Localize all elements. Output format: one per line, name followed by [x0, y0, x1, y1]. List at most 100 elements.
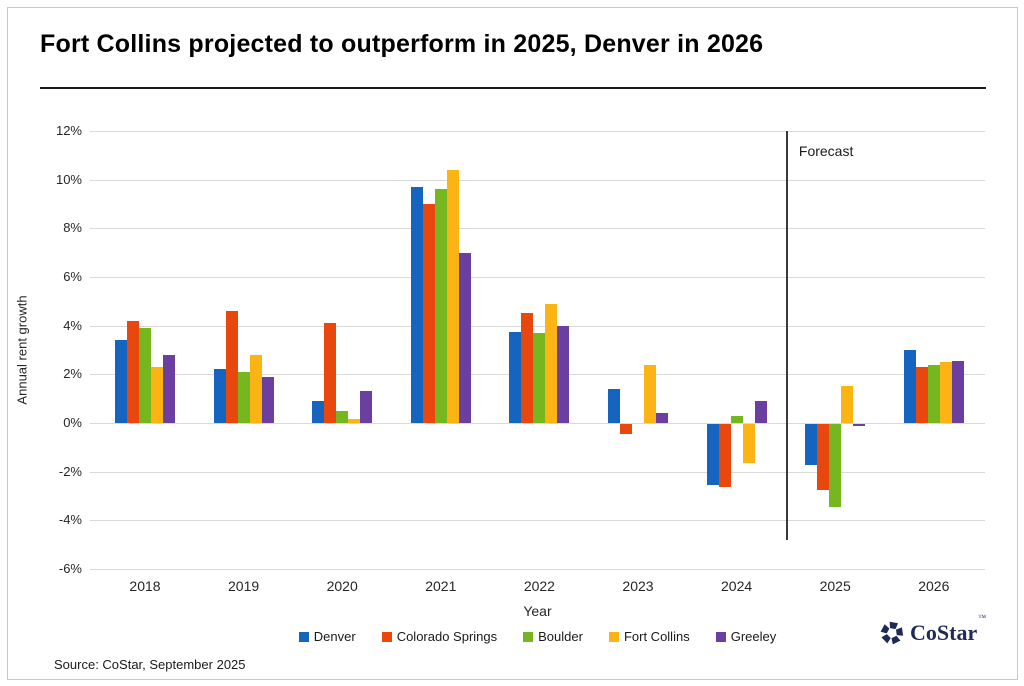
bar-denver-2022: [509, 331, 522, 423]
bar-colorado-springs-2025: [817, 424, 830, 490]
bar-denver-2026: [903, 349, 916, 423]
y-tick-label: -2%: [58, 463, 82, 479]
x-tick-label: 2020: [326, 578, 358, 594]
chart-legend: Denver Colorado Springs Boulder Fort Collin…: [90, 629, 985, 644]
bar-denver-2023: [608, 388, 620, 423]
bar-boulder-2019: [237, 371, 250, 423]
gridline: [90, 520, 985, 522]
bar-greeley-2023: [656, 413, 668, 423]
y-tick-label: 12%: [55, 122, 82, 138]
bar-fort-collins-2019: [249, 354, 262, 423]
bar-colorado-springs-2026: [915, 366, 928, 423]
y-tick-label: 0%: [63, 415, 82, 430]
gridline: [90, 179, 985, 181]
x-tick-label: 2019: [228, 578, 260, 594]
bar-fort-collins-2024: [742, 424, 755, 463]
bar-boulder-2020: [336, 410, 349, 423]
legend-swatch-icon: [715, 631, 726, 642]
x-axis-label: Year: [523, 603, 552, 619]
bar-colorado-springs-2022: [521, 313, 534, 423]
bar-boulder-2018: [139, 328, 151, 423]
bar-greeley-2025: [853, 424, 866, 427]
bar-colorado-springs-2019: [225, 310, 238, 423]
bar-greeley-2021: [458, 252, 471, 423]
bar-fort-collins-2021: [446, 169, 459, 423]
x-tick-label: 2022: [523, 578, 555, 594]
gridline: [90, 228, 985, 230]
bar-fort-collins-2023: [644, 364, 656, 423]
bar-denver-2018: [115, 340, 127, 423]
bar-colorado-springs-2023: [620, 424, 632, 434]
legend-label: Boulder: [538, 629, 583, 644]
x-tick-label: 2026: [918, 578, 950, 594]
x-tick-label: 2021: [425, 578, 457, 594]
legend-item-colorado-springs: Colorado Springs: [381, 629, 498, 644]
bar-greeley-2018: [163, 354, 175, 423]
y-tick-label: -4%: [58, 512, 82, 528]
x-tick-label: 2025: [819, 578, 851, 594]
bar-colorado-springs-2021: [422, 203, 435, 423]
bar-fort-collins-2018: [151, 366, 163, 423]
y-tick-label: 8%: [63, 220, 82, 236]
gridline: [90, 569, 985, 571]
bar-denver-2020: [312, 401, 325, 423]
bar-boulder-2025: [829, 424, 842, 507]
legend-item-fort-collins: Fort Collins: [608, 629, 690, 644]
gridline: [90, 325, 985, 327]
forecast-divider-line: [785, 130, 788, 540]
bar-denver-2019: [213, 369, 226, 423]
y-tick-label: -6%: [58, 561, 82, 577]
bar-fort-collins-2020: [348, 419, 361, 423]
y-axis-label: Annual rent growth: [14, 295, 30, 405]
bar-denver-2024: [706, 424, 719, 485]
bar-colorado-springs-2018: [127, 320, 139, 423]
page-title: Fort Collins projected to outperform in …: [40, 30, 764, 58]
costar-pinwheel-icon: [880, 621, 904, 645]
legend-item-greeley: Greeley: [715, 629, 777, 644]
bar-boulder-2021: [434, 189, 447, 423]
bar-greeley-2020: [360, 391, 373, 423]
gridline: [90, 276, 985, 278]
trademark-symbol: ™: [978, 613, 987, 622]
costar-logo: CoStar™: [880, 613, 987, 646]
x-tick-label: 2023: [622, 578, 654, 594]
bar-fort-collins-2022: [545, 303, 558, 423]
bar-boulder-2024: [730, 415, 743, 423]
bar-denver-2025: [805, 424, 818, 466]
legend-label: Fort Collins: [623, 629, 690, 644]
legend-item-boulder: Boulder: [523, 629, 583, 644]
legend-item-denver: Denver: [298, 629, 356, 644]
gridline: [90, 423, 985, 424]
legend-swatch-icon: [298, 631, 309, 642]
bar-greeley-2022: [557, 325, 570, 423]
x-tick-label: 2024: [721, 578, 753, 594]
gridline: [90, 130, 985, 132]
y-tick-label: 4%: [63, 317, 82, 333]
legend-swatch-icon: [523, 631, 534, 642]
bar-greeley-2019: [261, 376, 274, 423]
costar-logo-text: CoStar™: [910, 613, 987, 645]
legend-label: Greeley: [730, 629, 777, 644]
bar-greeley-2024: [754, 401, 767, 423]
legend-swatch-icon: [608, 631, 619, 642]
source-note: Source: CoStar, September 2025: [54, 657, 246, 672]
bar-fort-collins-2026: [939, 362, 952, 423]
bar-boulder-2022: [533, 332, 546, 423]
y-tick-label: 2%: [63, 366, 82, 382]
bar-boulder-2026: [927, 364, 940, 423]
gridline: [90, 471, 985, 473]
legend-label: Colorado Springs: [396, 629, 498, 644]
legend-label: Denver: [313, 629, 356, 644]
y-tick-label: 10%: [55, 171, 82, 187]
x-tick-label: 2018: [129, 578, 161, 594]
bar-fort-collins-2025: [841, 386, 854, 423]
bar-colorado-springs-2020: [324, 323, 337, 423]
y-tick-label: 6%: [63, 268, 82, 284]
forecast-label: Forecast: [798, 143, 854, 159]
bar-greeley-2026: [951, 360, 964, 423]
legend-swatch-icon: [381, 631, 392, 642]
bar-denver-2021: [410, 186, 423, 423]
title-divider: [40, 87, 986, 89]
bar-colorado-springs-2024: [718, 424, 731, 488]
